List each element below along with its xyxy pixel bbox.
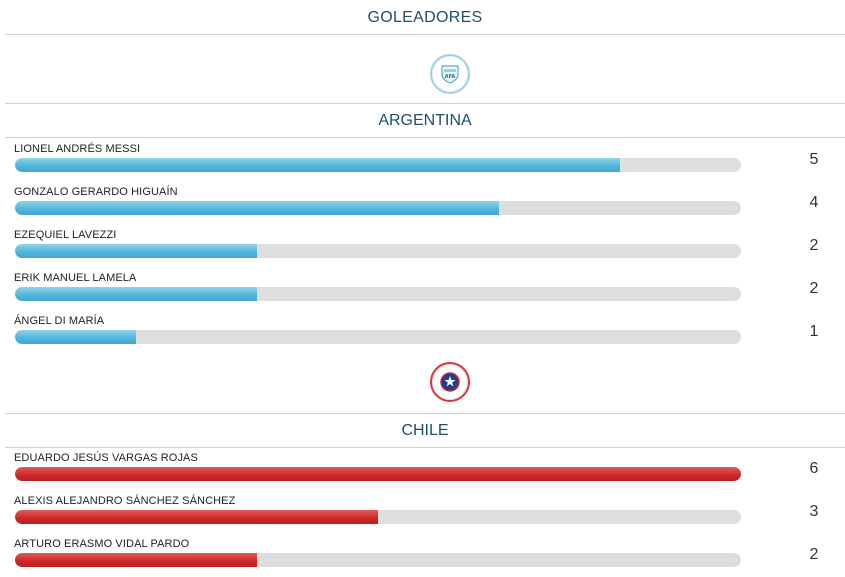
afa-crest-icon: AFA: [430, 54, 470, 94]
goals-bar-fill: [15, 467, 741, 481]
goals-count: 1: [809, 323, 819, 340]
player-row: GONZALO GERARDO HIGUAÍN 4: [14, 186, 834, 226]
goals-count: 3: [809, 503, 819, 520]
goals-bar-fill: [15, 158, 620, 172]
goals-bar-track: [15, 330, 741, 344]
goals-count: 2: [809, 280, 819, 297]
goals-bar-track: [15, 287, 741, 301]
goals-bar-fill: [15, 510, 378, 524]
player-row: ERIK MANUEL LAMELA 2: [14, 272, 834, 312]
player-row: ÁNGEL DI MARÍA 1: [14, 315, 834, 355]
player-name: LIONEL ANDRÉS MESSI: [14, 143, 141, 155]
svg-text:AFA: AFA: [445, 74, 456, 80]
player-name: ÁNGEL DI MARÍA: [14, 315, 105, 327]
goals-count: 2: [809, 546, 819, 563]
goals-bar-track: [15, 158, 741, 172]
goals-bar-track: [15, 553, 741, 567]
player-name: EZEQUIEL LAVEZZI: [14, 229, 117, 241]
player-row: ARTURO ERASMO VIDAL PARDO 2: [14, 538, 834, 577]
player-name: ERIK MANUEL LAMELA: [14, 272, 137, 284]
player-name: EDUARDO JESÚS VARGAS ROJAS: [14, 452, 198, 464]
goals-bar-fill: [15, 201, 499, 215]
goals-bar-fill: [15, 287, 257, 301]
goals-bar-fill: [15, 553, 257, 567]
goals-bar-track: [15, 467, 741, 481]
page-title: GOLEADORES: [5, 0, 845, 35]
goals-count: 5: [809, 151, 819, 168]
anfp-crest-icon: [430, 362, 470, 402]
player-row: ALEXIS ALEJANDRO SÁNCHEZ SÁNCHEZ 3: [14, 495, 834, 535]
goals-count: 2: [809, 237, 819, 254]
player-row: EZEQUIEL LAVEZZI 2: [14, 229, 834, 269]
player-row: EDUARDO JESÚS VARGAS ROJAS 6: [14, 452, 834, 492]
goals-bar-fill: [15, 330, 136, 344]
goals-count: 4: [809, 194, 819, 211]
goals-count: 6: [809, 460, 819, 477]
team-header-argentina: ARGENTINA: [5, 103, 845, 138]
player-name: ALEXIS ALEJANDRO SÁNCHEZ SÁNCHEZ: [14, 495, 236, 507]
player-row: LIONEL ANDRÉS MESSI 5: [14, 143, 834, 183]
goals-bar-track: [15, 201, 741, 215]
player-name: GONZALO GERARDO HIGUAÍN: [14, 186, 178, 198]
player-name: ARTURO ERASMO VIDAL PARDO: [14, 538, 190, 550]
team-header-chile: CHILE: [5, 413, 845, 448]
goals-bar-track: [15, 244, 741, 258]
goals-bar-track: [15, 510, 741, 524]
goals-bar-fill: [15, 244, 257, 258]
